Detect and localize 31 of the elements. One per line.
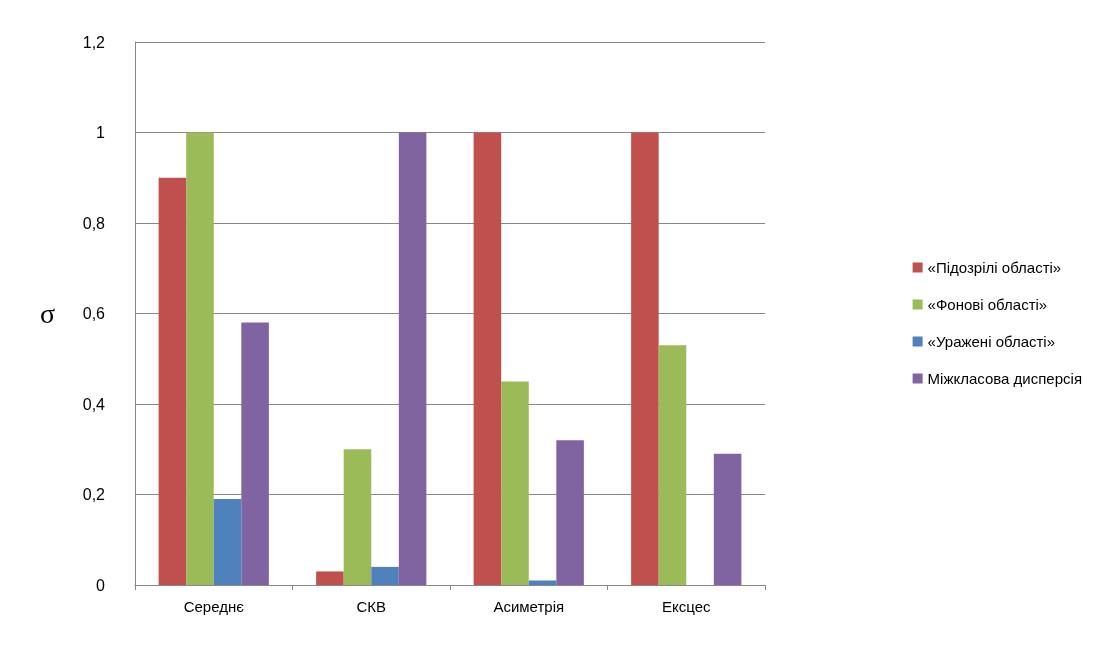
y-tick-label: 0 [96, 576, 106, 594]
bar [241, 322, 269, 585]
y-tick-label: 0,2 [82, 486, 106, 503]
bar [343, 449, 372, 585]
bar [528, 580, 557, 585]
x-tick-label: Середнє [183, 598, 245, 615]
bar [316, 571, 344, 585]
y-tick-label: 0,6 [82, 305, 106, 322]
legend-label: «Фонові області» [927, 296, 1048, 313]
y-tick-label: 1 [96, 124, 106, 141]
bar [158, 177, 187, 585]
y-tick-label: 0,4 [82, 395, 106, 413]
x-tick-label: Асиметрія [493, 598, 565, 615]
y-tick-label: 0,8 [82, 214, 106, 232]
y-tick-label: 1,2 [82, 33, 106, 51]
bar [186, 132, 214, 585]
legend-label: Міжкласова дисперсія [927, 370, 1082, 387]
bar [501, 381, 529, 585]
bar [713, 453, 742, 585]
legend-label: «Підозрілі області» [927, 259, 1062, 276]
x-tick-label: Ексцес [661, 598, 711, 615]
x-tick-label: СКВ [356, 598, 387, 615]
bar [556, 440, 584, 585]
bar [371, 566, 399, 585]
bar [658, 345, 687, 585]
bar [631, 132, 659, 585]
bar [473, 132, 502, 585]
bar [398, 132, 427, 585]
y-axis-title: σ [39, 298, 55, 329]
bar [213, 499, 242, 585]
legend-label: «Уражені області» [927, 333, 1056, 350]
